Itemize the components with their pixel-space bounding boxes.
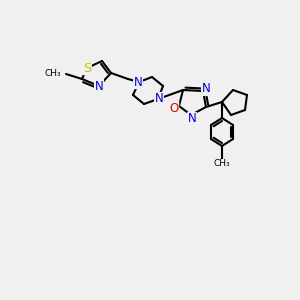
Text: N: N bbox=[154, 92, 164, 106]
Text: N: N bbox=[94, 80, 103, 92]
Text: N: N bbox=[188, 112, 196, 125]
Text: CH₃: CH₃ bbox=[214, 160, 230, 169]
Text: S: S bbox=[83, 61, 91, 74]
Text: CH₃: CH₃ bbox=[44, 70, 61, 79]
Text: N: N bbox=[202, 82, 210, 95]
Text: O: O bbox=[169, 101, 178, 115]
Text: N: N bbox=[134, 76, 142, 88]
